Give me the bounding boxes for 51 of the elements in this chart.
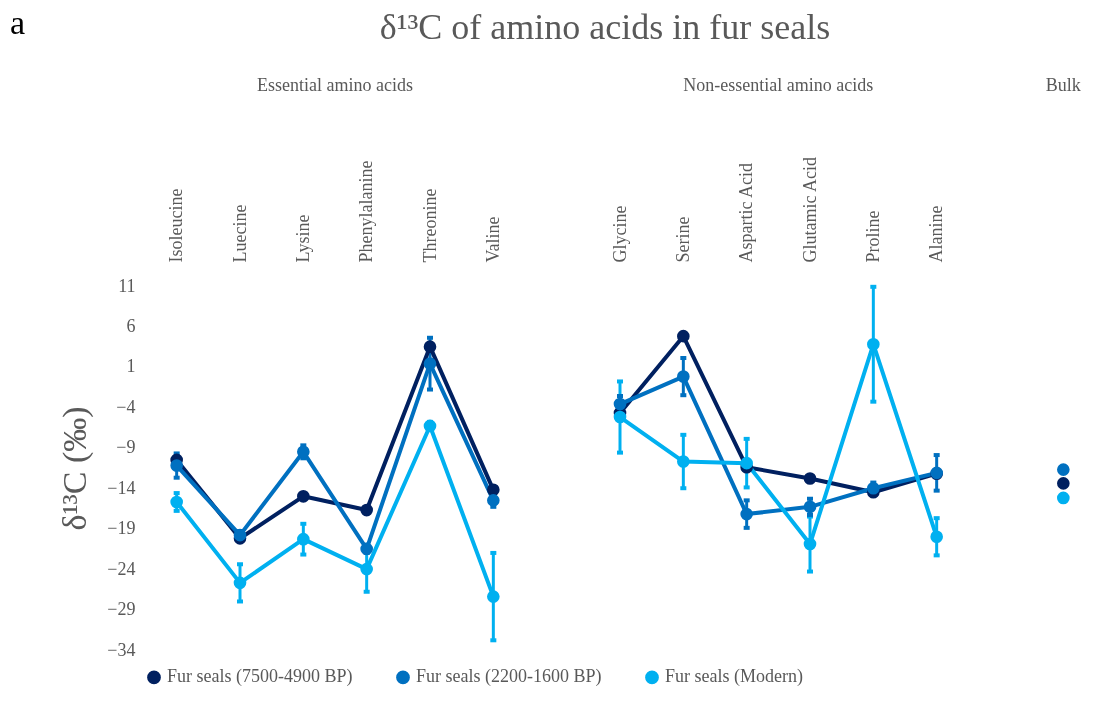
x-tick-label: Glutamic Acid <box>799 157 820 263</box>
point <box>423 357 437 370</box>
point <box>1057 491 1070 505</box>
x-tick-label: Lysine <box>292 214 313 263</box>
x-tick-label: Proline <box>862 210 883 263</box>
point <box>423 419 437 433</box>
x-tick-label: Isoleucine <box>166 188 187 263</box>
text: Bulk <box>1045 75 1081 95</box>
y-tick-label: −4 <box>116 396 136 417</box>
x-tick-label: Phenylalanine <box>356 160 377 263</box>
y-tick-label: 1 <box>126 356 136 377</box>
point <box>360 562 373 576</box>
point <box>297 490 310 503</box>
point <box>233 528 247 542</box>
point <box>1057 477 1070 490</box>
text: Non-essential amino acids <box>683 75 874 95</box>
text: a <box>10 4 26 41</box>
point <box>487 494 500 507</box>
y-tick-label: −9 <box>116 437 136 458</box>
x-tick-label: Valine <box>482 216 503 263</box>
y-tick-label: 6 <box>126 315 136 336</box>
point <box>233 576 247 590</box>
y-tick-label: 11 <box>118 275 136 296</box>
legend-label: Fur seals (2200-1600 BP) <box>416 666 602 688</box>
y-axis-title: δ¹³C (‰) <box>56 406 95 531</box>
point <box>1057 463 1070 476</box>
point <box>803 537 817 551</box>
y-tick-label: −29 <box>107 599 136 620</box>
x-tick-label: Serine <box>672 216 693 263</box>
point <box>297 532 310 546</box>
point <box>487 590 500 603</box>
x-tick-label: Luecine <box>229 204 250 263</box>
point <box>930 530 943 544</box>
point <box>170 459 183 472</box>
y-tick-label: −14 <box>107 477 136 498</box>
chart-title: δ¹³C of amino acids in fur seals <box>379 7 831 47</box>
x-tick-label: Alanine <box>926 205 947 263</box>
legend-label: Fur seals (Modern) <box>665 666 803 688</box>
text: Essential amino acids <box>257 75 413 95</box>
point <box>423 340 437 353</box>
legend-label: Fur seals (7500-4900 BP) <box>167 666 353 688</box>
point <box>360 542 373 556</box>
x-tick-label: Aspartic Acid <box>736 163 757 263</box>
y-tick-label: −34 <box>107 639 136 660</box>
x-tick-label: Glycine <box>609 205 630 263</box>
point <box>170 495 183 509</box>
point <box>487 483 500 497</box>
y-tick-label: −19 <box>107 518 136 539</box>
y-tick-label: −24 <box>107 558 136 579</box>
point <box>360 503 373 517</box>
x-tick-label: Threonine <box>419 188 440 263</box>
